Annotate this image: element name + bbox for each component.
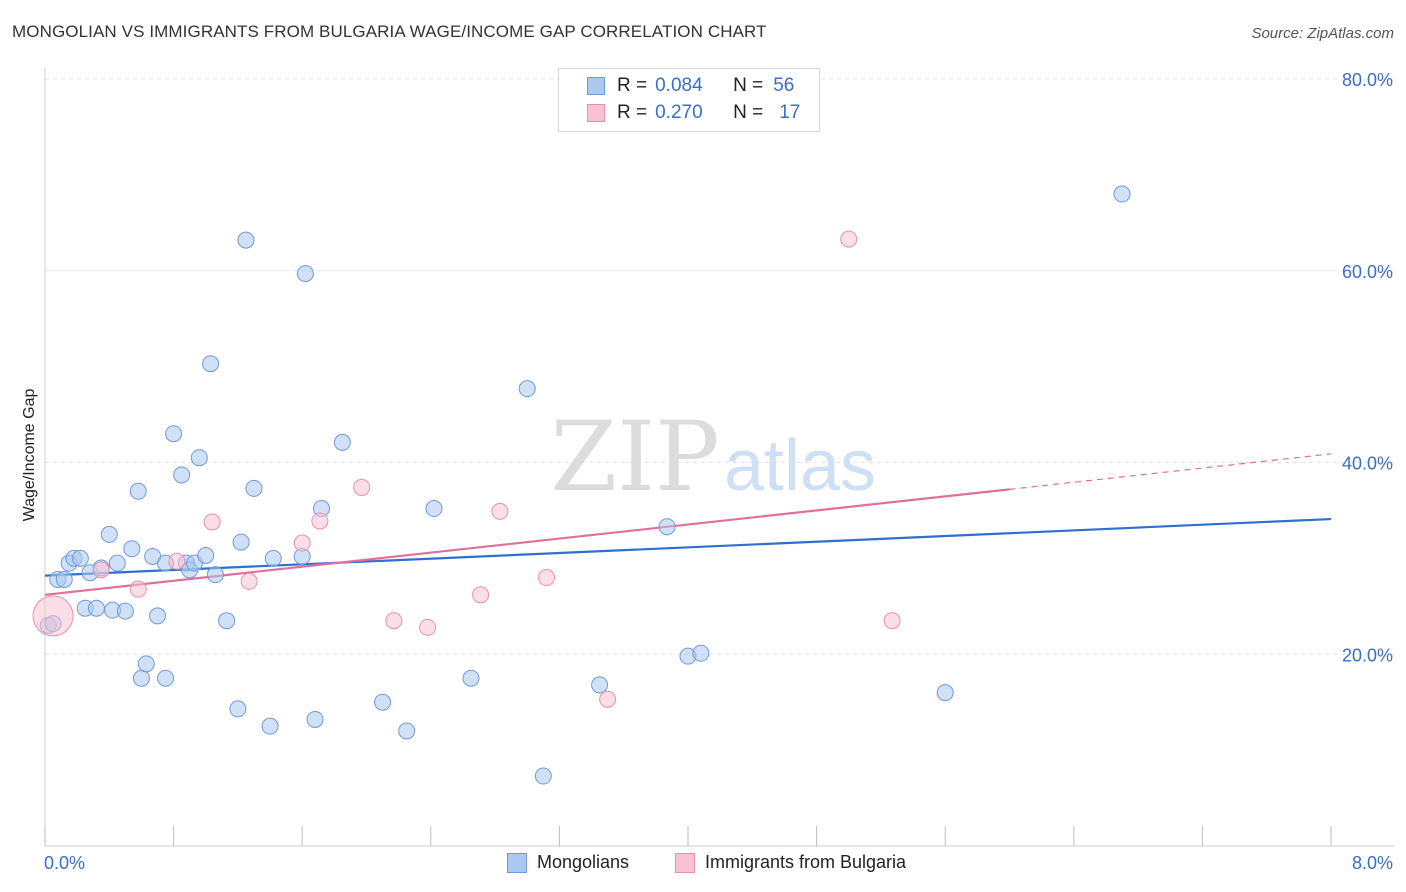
data-point-mongolians xyxy=(333,433,351,451)
data-point-mongolians xyxy=(202,355,220,373)
bottom-legend-label-bulgaria: Immigrants from Bulgaria xyxy=(705,852,907,872)
tick-labels: 20.0% 40.0% 60.0% 80.0% 0.0% 8.0% xyxy=(44,70,1393,873)
legend-r-value: 0.270 xyxy=(655,102,703,123)
data-point-mongolians xyxy=(149,607,167,625)
y-tick-label: 40.0% xyxy=(1342,454,1393,474)
legend-row-mongolians: R = 0.084 N = 56 xyxy=(559,73,794,99)
data-point-mongolians xyxy=(264,549,282,567)
legend-n-value: 56 xyxy=(773,75,795,96)
axes xyxy=(44,68,1394,847)
data-point-mongolians xyxy=(71,549,89,567)
data-point-mongolians xyxy=(591,676,609,694)
legend-n-label: N = xyxy=(733,102,764,123)
data-point-mongolians xyxy=(137,655,155,673)
data-point-mongolians xyxy=(425,500,443,518)
data-point-bulgaria xyxy=(311,512,329,530)
data-point-mongolians xyxy=(518,380,536,398)
bottom-legend-bulgaria: Immigrants from Bulgaria xyxy=(675,852,906,873)
data-point-mongolians xyxy=(123,540,141,558)
legend-n-label: N = xyxy=(733,75,764,96)
data-point-mongolians xyxy=(692,644,710,662)
bottom-legend-swatch-bulgaria xyxy=(675,852,695,873)
bottom-legend-swatch-mongolians xyxy=(507,852,527,873)
legend-n-value: 17 xyxy=(779,102,801,123)
trend-line-bulgaria xyxy=(44,488,1010,596)
y-axis-label: Wage/Income Gap xyxy=(21,389,38,522)
data-point-bulgaria xyxy=(92,561,110,579)
grid xyxy=(45,78,1394,655)
watermark-atlas: atlas xyxy=(724,426,876,506)
watermark-zip: ZIP xyxy=(550,401,719,513)
x-tick-label: 0.0% xyxy=(44,853,85,873)
data-point-mongolians xyxy=(462,669,480,687)
data-point-mongolians xyxy=(218,612,236,630)
data-point-mongolians xyxy=(936,684,954,702)
data-point-mongolians xyxy=(237,231,255,249)
watermark: ZIP atlas xyxy=(550,401,876,513)
data-point-mongolians xyxy=(132,669,150,687)
data-point-mongolians xyxy=(398,722,416,740)
data-point-bulgaria xyxy=(293,534,311,552)
source-label: Source: ZipAtlas.com xyxy=(1251,25,1394,42)
data-point-mongolians xyxy=(197,546,215,564)
data-point-mongolians xyxy=(206,566,224,584)
bottom-legend-label-mongolians: Mongolians xyxy=(537,852,630,872)
data-point-mongolians xyxy=(245,479,263,497)
chart-title: MONGOLIAN VS IMMIGRANTS FROM BULGARIA WA… xyxy=(12,22,767,41)
legend-r-label: R = xyxy=(617,75,648,96)
data-point-mongolians xyxy=(261,717,279,735)
data-point-mongolians xyxy=(232,533,250,551)
data-point-bulgaria xyxy=(599,690,617,708)
trend-line-bulgaria-extension xyxy=(1009,453,1332,490)
data-point-mongolians xyxy=(190,449,208,467)
data-point-bulgaria xyxy=(883,612,901,630)
data-point-mongolians xyxy=(116,602,134,620)
legend-swatch-bulgaria xyxy=(587,104,605,122)
data-point-mongolians xyxy=(55,570,73,588)
data-point-mongolians xyxy=(173,466,191,484)
data-point-mongolians xyxy=(296,265,314,283)
legend-swatch-mongolians xyxy=(587,77,605,95)
data-points xyxy=(32,185,1131,785)
data-point-mongolians xyxy=(87,599,105,617)
legend: R = 0.084 N = 56 R = 0.270 N = 17 xyxy=(558,68,820,132)
y-tick-label: 80.0% xyxy=(1342,70,1393,90)
x-tick-label: 8.0% xyxy=(1352,853,1393,873)
data-point-bulgaria xyxy=(840,230,858,248)
trend-line-mongolians xyxy=(44,517,1332,577)
data-point-bulgaria xyxy=(385,612,403,630)
bottom-legend-mongolians: Mongolians xyxy=(507,852,629,873)
data-point-mongolians xyxy=(1113,185,1131,203)
legend-r-value: 0.084 xyxy=(655,75,703,96)
data-point-mongolians xyxy=(100,525,118,543)
data-point-mongolians xyxy=(108,554,126,572)
data-point-mongolians xyxy=(374,693,392,711)
data-point-bulgaria xyxy=(472,586,490,604)
data-point-bulgaria xyxy=(32,595,74,637)
data-point-mongolians xyxy=(165,425,183,443)
data-point-bulgaria xyxy=(353,478,371,496)
y-tick-label: 20.0% xyxy=(1342,645,1393,665)
data-point-mongolians xyxy=(306,710,324,728)
data-point-mongolians xyxy=(129,482,147,500)
data-point-bulgaria xyxy=(168,552,186,570)
data-point-bulgaria xyxy=(203,513,221,531)
data-point-mongolians xyxy=(658,518,676,536)
data-point-mongolians xyxy=(229,700,247,718)
data-point-bulgaria xyxy=(491,502,509,520)
data-point-bulgaria xyxy=(240,572,258,590)
legend-row-bulgaria: R = 0.270 N = 17 xyxy=(559,100,800,126)
data-point-bulgaria xyxy=(419,618,437,636)
y-tick-label: 60.0% xyxy=(1342,262,1393,282)
data-point-bulgaria xyxy=(129,580,147,598)
legend-r-label: R = xyxy=(617,102,648,123)
data-point-mongolians xyxy=(534,767,552,785)
data-point-bulgaria xyxy=(538,569,556,587)
data-point-mongolians xyxy=(157,669,175,687)
trend-lines xyxy=(44,453,1332,596)
